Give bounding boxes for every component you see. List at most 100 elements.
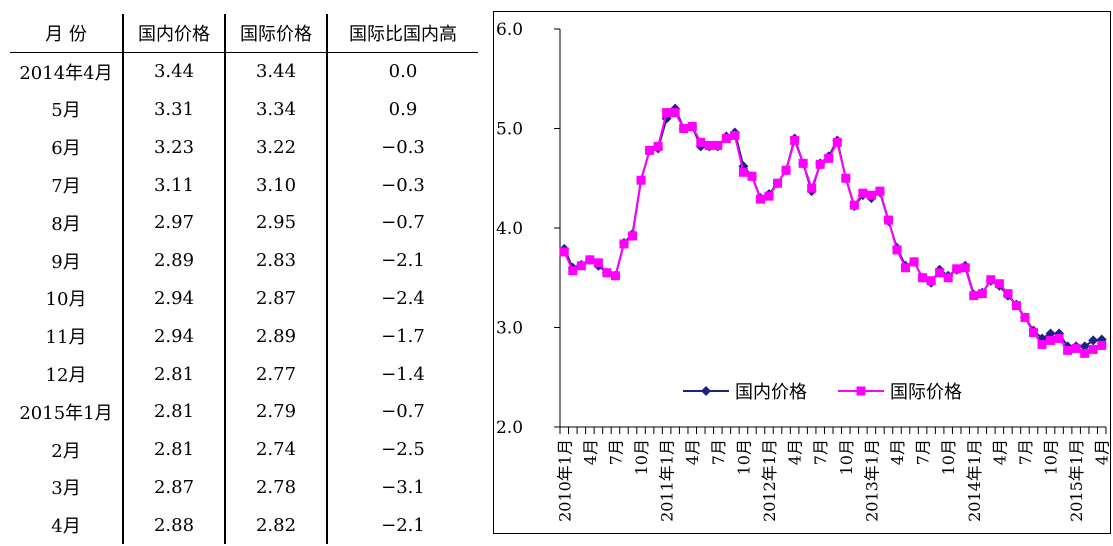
data-point-square <box>559 247 569 257</box>
data-point-square <box>610 271 620 281</box>
cell-difference: 0.0 <box>326 52 478 91</box>
cell-difference: −2.1 <box>326 241 478 280</box>
data-point-square <box>943 273 953 283</box>
cell-international-price: 2.78 <box>224 468 327 507</box>
cell-domestic-price: 2.97 <box>122 203 225 242</box>
data-point-square <box>679 124 689 133</box>
cell-domestic-price: 3.31 <box>122 90 225 129</box>
cell-month: 2015年1月 <box>19 402 113 424</box>
cell-international-price: 3.34 <box>224 90 327 129</box>
data-point-square <box>1071 343 1081 353</box>
x-tick-label: 4月 <box>990 439 1009 465</box>
data-point-square <box>721 133 731 143</box>
cell-month: 4月 <box>51 516 81 538</box>
x-tick-label: 4月 <box>581 439 600 465</box>
cell-difference: −0.3 <box>326 128 478 167</box>
data-point-square <box>645 145 655 155</box>
chart-frame <box>493 11 1111 534</box>
data-point-square <box>636 175 646 185</box>
header-month: 月 份 <box>10 14 123 53</box>
x-tick-label: 10月 <box>632 439 651 475</box>
cell-international-price: 3.22 <box>224 128 327 167</box>
x-tick-label: 7月 <box>709 439 728 465</box>
x-tick-label: 7月 <box>811 439 830 465</box>
cell-month: 3月 <box>51 478 81 500</box>
x-tick-label: 2010年1月 <box>555 439 574 522</box>
data-point-square <box>653 141 663 151</box>
data-point-square <box>815 159 825 169</box>
cell-month: 7月 <box>51 176 81 198</box>
data-point-square <box>662 108 672 118</box>
data-point-square <box>1011 301 1021 311</box>
x-tick-label: 10月 <box>939 439 958 475</box>
data-point-square <box>1003 289 1013 299</box>
cell-difference: −2.5 <box>326 430 478 469</box>
data-point-square <box>858 188 868 198</box>
cell-month: 12月 <box>45 365 87 387</box>
data-point-square <box>926 276 936 286</box>
table-row: 6月 3.23 3.22 −0.3 <box>10 128 478 167</box>
data-point-square <box>1088 344 1098 354</box>
cell-domestic-price: 2.89 <box>122 241 225 280</box>
table-header-row: 月 份 国内价格 国际价格 国际比国内高 <box>10 14 478 53</box>
cell-difference: −0.3 <box>326 166 478 204</box>
data-point-square <box>1054 333 1064 343</box>
data-point-square <box>841 173 851 183</box>
y-tick-label: 2.0 <box>496 418 523 438</box>
data-point-square <box>798 158 808 168</box>
x-tick-label: 2013年1月 <box>862 439 881 522</box>
x-tick-label: 7月 <box>914 439 933 465</box>
data-point-square <box>619 239 629 249</box>
data-point-square <box>1097 340 1107 350</box>
table-row: 4月 2.88 2.82 −2.1 <box>10 506 478 545</box>
cell-international-price: 3.10 <box>224 166 327 204</box>
data-point-square <box>687 122 697 132</box>
cell-international-price: 2.74 <box>224 430 327 469</box>
data-point-square <box>935 268 945 278</box>
cell-domestic-price: 3.23 <box>122 128 225 167</box>
data-point-square <box>1028 327 1038 337</box>
cell-difference: −0.7 <box>326 203 478 242</box>
cell-difference: −2.4 <box>326 279 478 318</box>
cell-domestic-price: 2.81 <box>122 392 225 431</box>
cell-month: 10月 <box>45 289 87 311</box>
data-point-diamond <box>1088 335 1099 346</box>
table-row: 5月 3.31 3.34 0.9 <box>10 90 478 129</box>
cell-domestic-price: 2.94 <box>122 317 225 356</box>
data-point-square <box>875 186 885 196</box>
cell-month: 6月 <box>51 138 81 160</box>
cell-month: 2014年4月 <box>19 62 113 84</box>
header-domestic-price: 国内价格 <box>122 14 225 53</box>
cell-international-price: 2.79 <box>224 392 327 431</box>
cell-difference: −1.4 <box>326 355 478 393</box>
y-tick-label: 3.0 <box>496 319 523 339</box>
cell-domestic-price: 2.88 <box>122 506 225 545</box>
data-point-square <box>568 266 578 276</box>
data-point-square <box>670 108 680 118</box>
data-point-square <box>883 215 893 225</box>
cell-domestic-price: 3.11 <box>122 166 225 204</box>
data-point-square <box>918 273 928 283</box>
cell-domestic-price: 2.81 <box>122 355 225 393</box>
cell-month: 2月 <box>51 440 81 462</box>
data-point-square <box>790 135 800 145</box>
data-point-square <box>1063 345 1073 355</box>
data-point-square <box>849 200 859 210</box>
data-point-square <box>969 291 979 301</box>
data-point-square <box>696 137 706 147</box>
data-point-square <box>1080 348 1090 358</box>
x-tick-label: 2011年1月 <box>658 439 677 522</box>
data-point-square <box>576 261 586 271</box>
legend-label: 国际价格 <box>890 382 962 403</box>
data-point-square <box>747 171 757 181</box>
table-row: 11月 2.94 2.89 −1.7 <box>10 317 478 356</box>
legend-label: 国内价格 <box>735 382 807 403</box>
table-body: 2014年4月 3.44 3.44 0.0 5月 3.31 3.34 0.9 6月 3.23 3.2… <box>10 52 478 545</box>
data-point-square <box>1046 335 1056 345</box>
cell-difference: −1.7 <box>326 317 478 356</box>
data-point-square <box>713 140 723 150</box>
cell-month: 9月 <box>51 251 81 273</box>
cell-international-price: 2.77 <box>224 355 327 393</box>
data-point-square <box>704 140 714 150</box>
